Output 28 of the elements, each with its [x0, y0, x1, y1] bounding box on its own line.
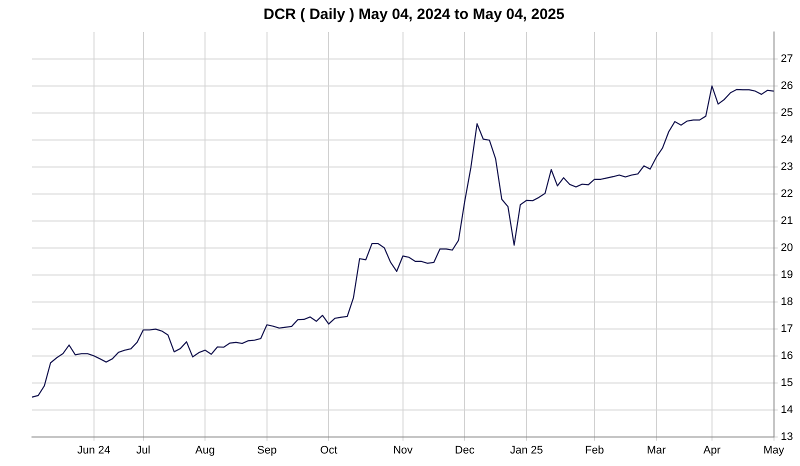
x-tick-label: Jun 24	[77, 444, 110, 456]
x-tick-label: Jul	[136, 444, 150, 456]
x-tick-label: Oct	[320, 444, 338, 456]
y-tick-label: 26	[780, 80, 794, 92]
y-tick-label: 22	[780, 188, 794, 200]
y-tick-label: 17	[780, 322, 794, 335]
y-tick-label: 16	[780, 350, 794, 362]
x-tick-label: Dec	[454, 444, 475, 456]
y-tick-label: 19	[780, 268, 794, 281]
y-tick-label: 13	[780, 430, 794, 443]
x-tick-label: Mar	[646, 444, 666, 456]
chart-title: DCR ( Daily ) May 04, 2024 to May 04, 2025	[264, 6, 564, 24]
y-tick-label: 25	[780, 106, 794, 119]
x-tick-label: Apr	[703, 444, 721, 456]
x-tick-label: Jan 25	[510, 444, 544, 456]
y-tick-label: 23	[780, 160, 794, 173]
x-tick-label: Sep	[257, 444, 277, 456]
y-tick-label: 15	[780, 376, 794, 389]
x-tick-label: Nov	[393, 444, 414, 456]
y-tick-label: 21	[780, 214, 794, 227]
y-tick-label: 20	[780, 242, 794, 254]
y-tick-label: 14	[780, 404, 794, 416]
x-tick-label: Feb	[585, 444, 604, 456]
y-tick-label: 24	[780, 134, 794, 146]
x-tick-label: May	[763, 444, 785, 456]
y-tick-label: 18	[780, 296, 794, 308]
y-tick-label: 27	[780, 53, 794, 66]
x-tick-label: Aug	[195, 444, 215, 456]
